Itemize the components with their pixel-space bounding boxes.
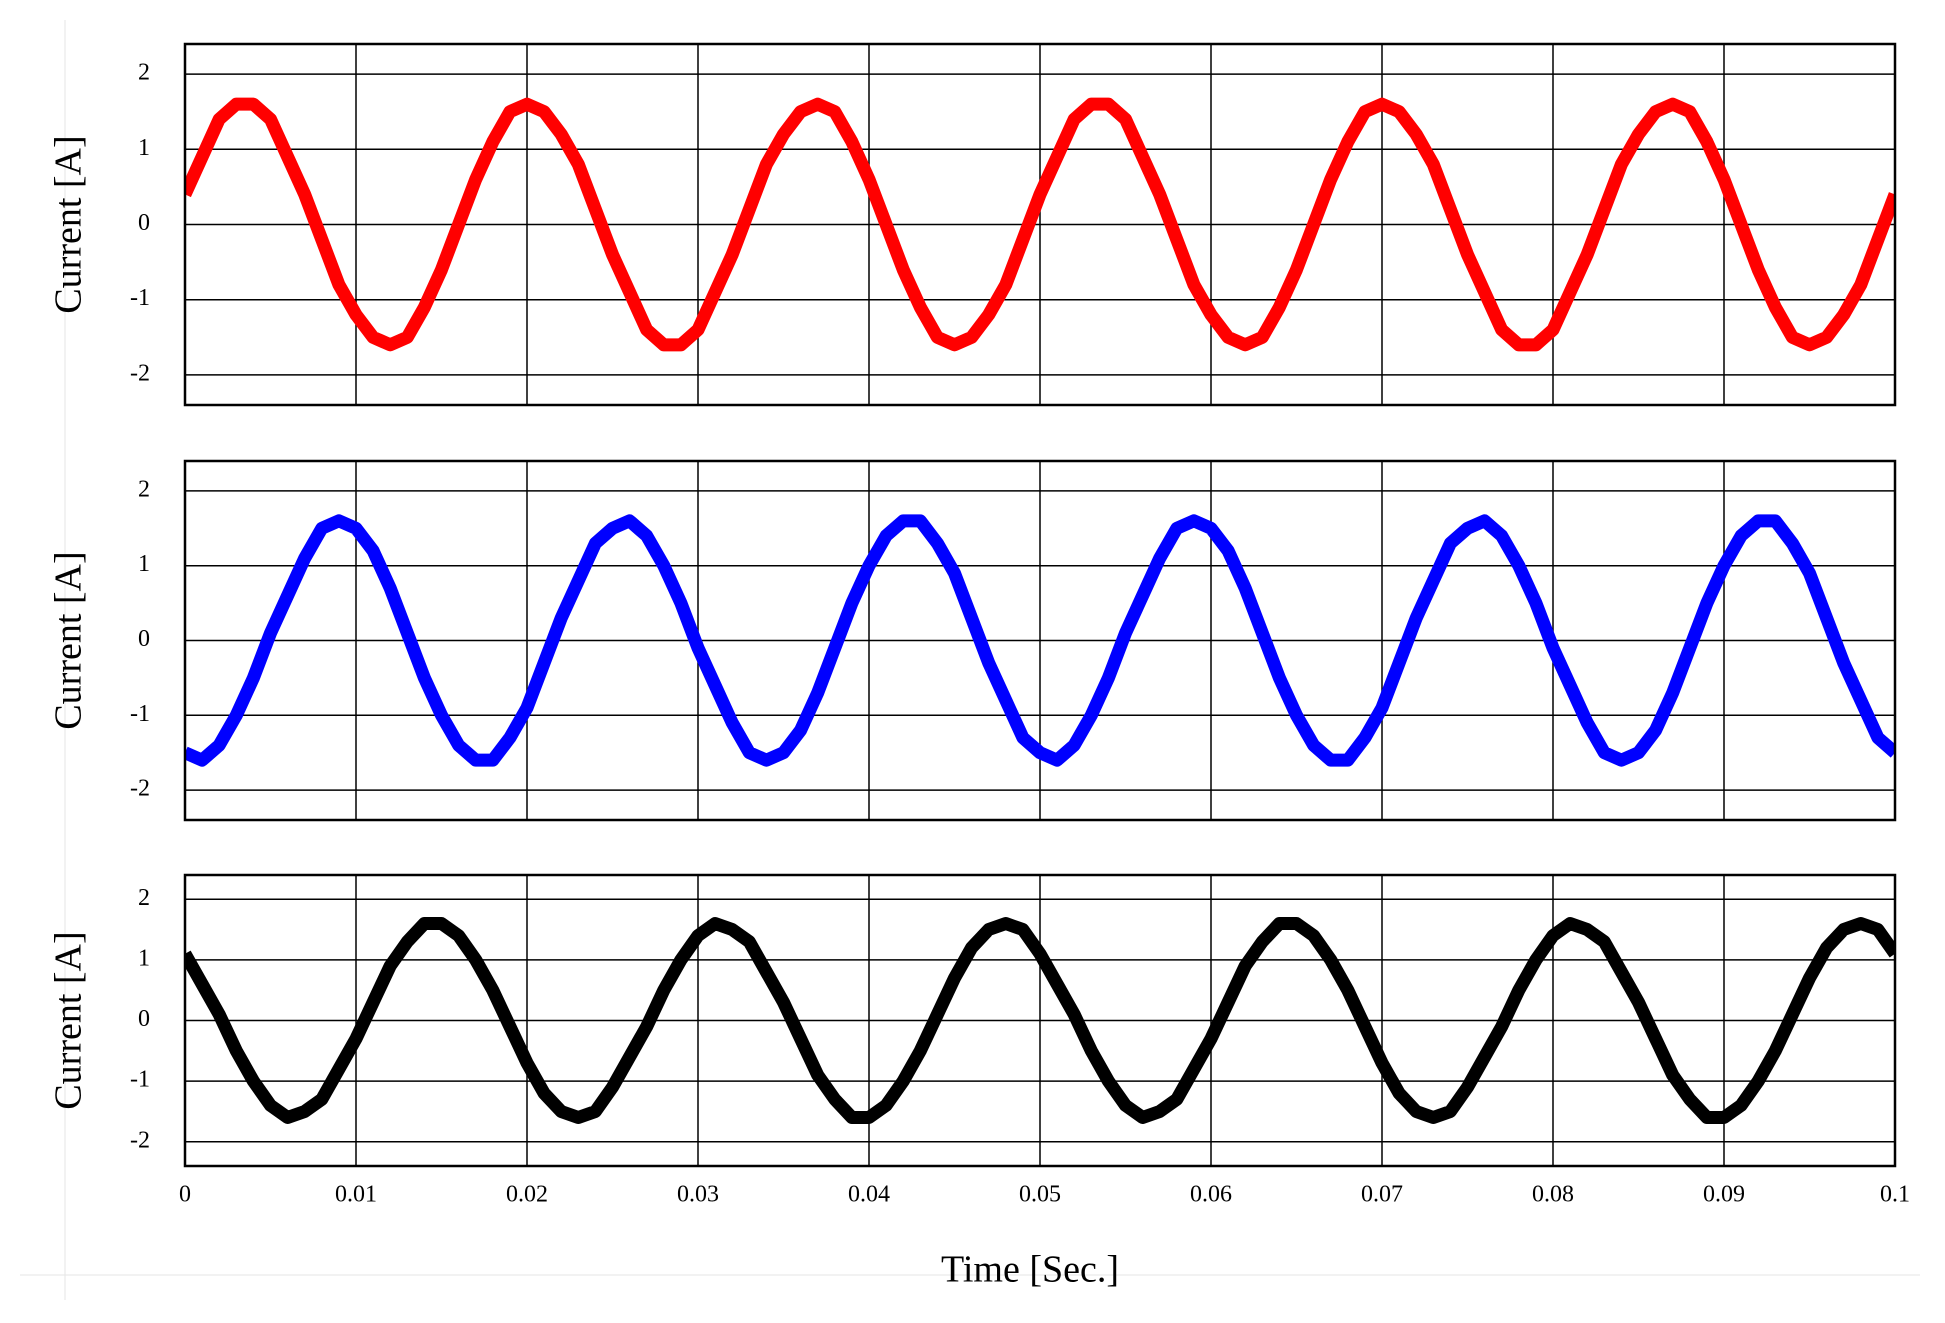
- x-tick-label: 0.05: [1019, 1182, 1061, 1208]
- x-tick-label: 0.03: [677, 1182, 719, 1208]
- y-tick-label: -2: [130, 360, 150, 386]
- y-tick-label: -1: [130, 285, 150, 311]
- trace-group: [185, 917, 1895, 1124]
- current-trace: [185, 514, 1895, 767]
- panel-frame: [183, 42, 1897, 407]
- y-tick-label: -1: [130, 701, 150, 727]
- y-tick-label: 2: [138, 476, 150, 502]
- y-axis-label: Current [A]: [48, 551, 90, 729]
- y-axis-label: Current [A]: [48, 931, 90, 1109]
- panel-frame: [183, 459, 1897, 822]
- background-grid: [20, 20, 1920, 1300]
- panel: -2 -1 0 1 2 Current [A]: [48, 459, 1897, 822]
- y-tick-label: -2: [130, 776, 150, 802]
- panel: -2 -1 0 1 2 Current [A] 0 0.01 0.02 0.03 0.04 0.05 0…: [48, 873, 1910, 1291]
- x-tick-label: 0.1: [1880, 1182, 1910, 1208]
- y-tick-label: -1: [130, 1067, 150, 1093]
- trace-group: [185, 97, 1895, 352]
- y-tick-label: 0: [138, 210, 150, 236]
- x-tick-label: 0: [179, 1182, 191, 1208]
- x-tick-label: 0.04: [848, 1182, 890, 1208]
- y-tick-label: 1: [138, 945, 150, 971]
- panel-frame: [183, 873, 1897, 1168]
- panel: -2 -1 0 1 2 Current [A]: [48, 42, 1897, 407]
- x-tick-label: 0.07: [1361, 1182, 1403, 1208]
- y-tick-label: 0: [138, 1006, 150, 1032]
- x-tick-label: 0.06: [1190, 1182, 1232, 1208]
- y-tick-label: 0: [138, 626, 150, 652]
- x-tick-label: 0.08: [1532, 1182, 1574, 1208]
- x-tick-label: 0.01: [335, 1182, 377, 1208]
- y-tick-label: -2: [130, 1127, 150, 1153]
- y-tick-label: 2: [138, 885, 150, 911]
- trace-group: [185, 514, 1895, 767]
- current-trace: [185, 917, 1895, 1124]
- current-trace: [185, 97, 1895, 352]
- y-tick-label: 1: [138, 135, 150, 161]
- x-tick-label: 0.09: [1703, 1182, 1745, 1208]
- y-tick-label: 1: [138, 551, 150, 577]
- x-axis-label: Time [Sec.]: [941, 1249, 1119, 1291]
- y-tick-label: 2: [138, 60, 150, 86]
- y-axis-label: Current [A]: [48, 135, 90, 313]
- x-tick-label: 0.02: [506, 1182, 548, 1208]
